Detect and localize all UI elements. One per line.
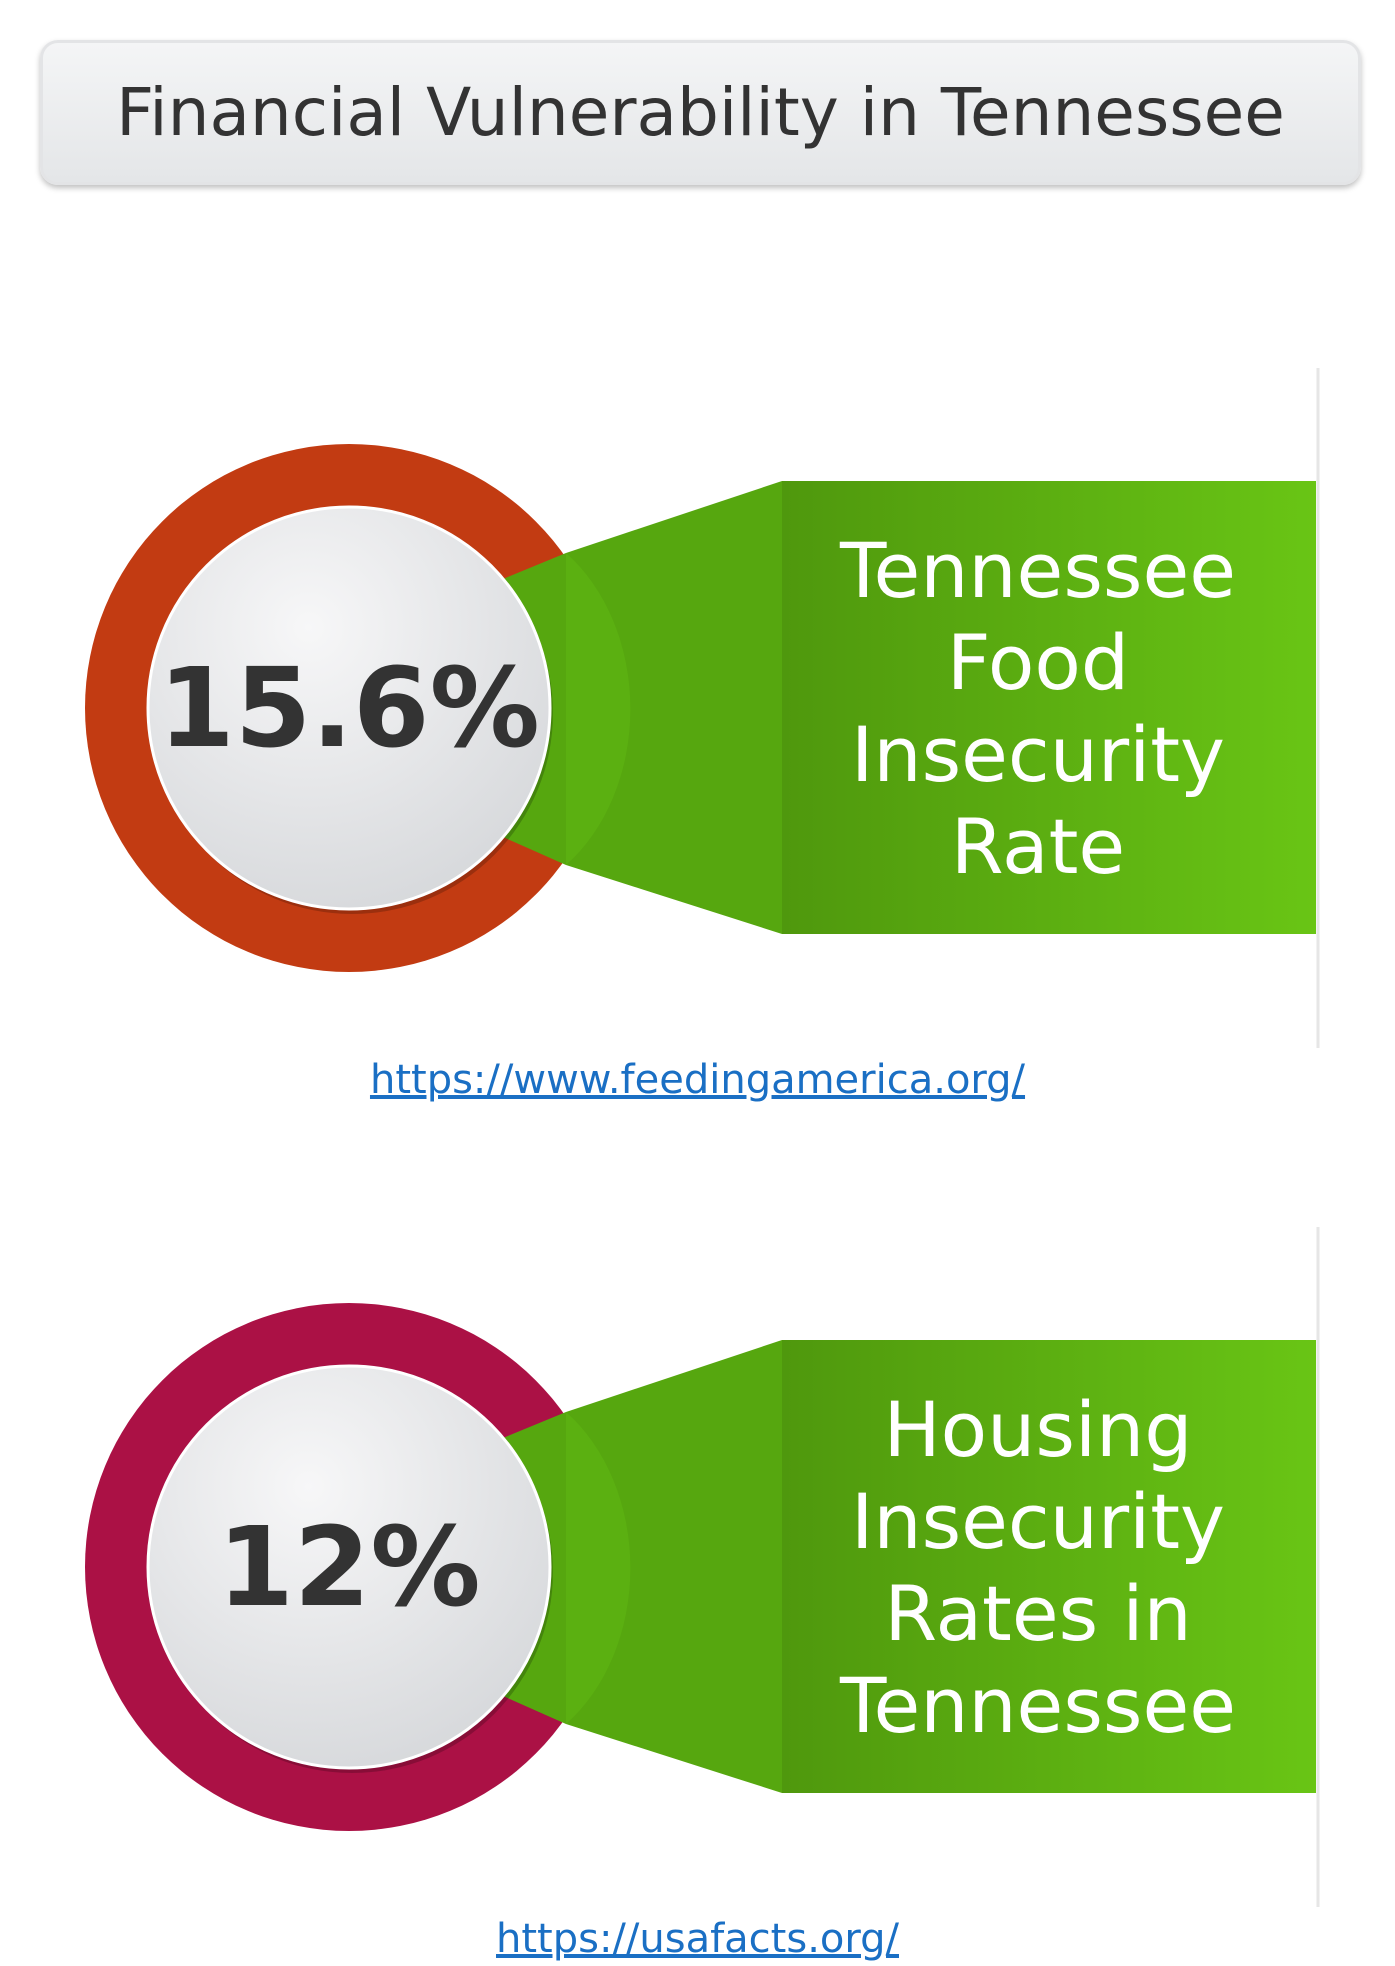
stat-value: 15.6% (158, 644, 540, 772)
stat-label: Insecurity (851, 1477, 1225, 1566)
source-link-row: https://www.feedingamerica.org/ (0, 1057, 1395, 1103)
stat-label: Food (947, 618, 1129, 707)
source-link[interactable]: https://www.feedingamerica.org/ (369, 1057, 1026, 1103)
stat-label: Tennessee (839, 1661, 1236, 1750)
banner (782, 481, 1316, 934)
banner (782, 1340, 1316, 1793)
title: Financial Vulnerability in Tennessee (40, 40, 1361, 185)
disc (146, 1364, 552, 1770)
disc (146, 505, 552, 911)
stat-label: Housing (884, 1385, 1193, 1474)
stat-value: 12% (217, 1503, 480, 1631)
stat-label: Rate (951, 802, 1125, 891)
source-link-row: https://usafacts.org/ (0, 1916, 1395, 1962)
connector-shade (566, 1412, 631, 1724)
stat-label: Insecurity (851, 710, 1225, 799)
stat-label: Tennessee (839, 526, 1236, 615)
connector-shade (566, 553, 631, 865)
source-link[interactable]: https://usafacts.org/ (496, 1916, 899, 1962)
stat-label: Rates in (884, 1569, 1191, 1658)
